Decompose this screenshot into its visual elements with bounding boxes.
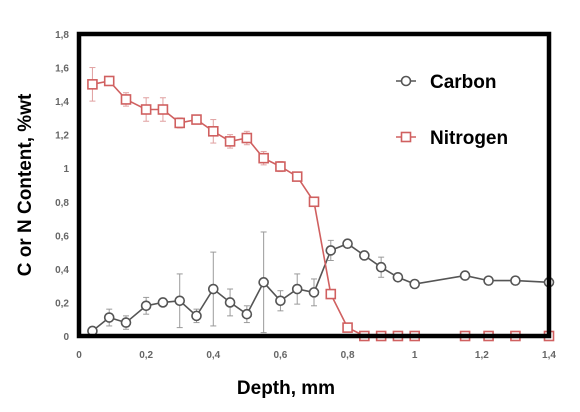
data-point-carbon — [510, 275, 521, 286]
data-point-carbon — [392, 271, 404, 283]
series-nitrogen — [87, 67, 555, 342]
data-point-carbon — [103, 312, 115, 323]
y-tick-label: 0,8 — [55, 198, 69, 209]
data-point-nitrogen — [207, 126, 219, 137]
data-point-carbon — [308, 287, 320, 298]
y-tick-label: 0,4 — [55, 265, 69, 276]
data-point-nitrogen — [103, 75, 115, 87]
y-tick-label: 0,2 — [55, 298, 69, 309]
data-point-nitrogen — [275, 161, 286, 172]
y-tick-label: 1,8 — [55, 30, 69, 41]
data-point-carbon — [207, 283, 219, 295]
y-tick-labels: 0 0,2 0,4 0,6 0,8 1 1,2 1,4 1,6 1,8 — [55, 30, 69, 343]
data-point-nitrogen — [342, 322, 353, 333]
data-point-carbon — [157, 297, 169, 308]
data-point-nitrogen — [157, 104, 169, 115]
series-line-carbon — [91, 242, 550, 332]
data-point-carbon — [120, 317, 132, 328]
x-axis-title: Depth, mm — [237, 378, 335, 399]
x-tick-label: 0,8 — [341, 350, 355, 361]
data-point-carbon — [191, 310, 202, 322]
data-point-carbon — [359, 250, 370, 261]
x-tick-label: 1,2 — [475, 350, 489, 361]
data-point-nitrogen — [87, 79, 98, 90]
data-point-nitrogen — [291, 171, 303, 182]
data-point-nitrogen — [174, 117, 186, 129]
data-point-carbon — [140, 300, 152, 312]
data-point-nitrogen — [140, 104, 152, 115]
data-point-carbon — [375, 261, 387, 273]
y-tick-label: 1,6 — [55, 64, 69, 75]
data-point-carbon — [174, 295, 186, 307]
data-point-carbon — [224, 297, 236, 308]
legend-carbon-marker — [400, 75, 412, 87]
data-point-nitrogen — [308, 196, 320, 208]
data-point-carbon — [459, 270, 471, 281]
data-point-nitrogen — [241, 132, 253, 144]
legend-nitrogen-marker — [400, 131, 412, 143]
x-tick-label: 0 — [76, 350, 82, 361]
y-tick-label: 1,2 — [55, 131, 69, 142]
x-tick-label: 0,4 — [206, 350, 220, 361]
data-point-carbon — [325, 245, 337, 256]
y-axis-title: C or N Content, %wt — [15, 93, 36, 276]
x-tick-label: 0,2 — [139, 350, 153, 361]
data-point-carbon — [241, 308, 253, 320]
legend-item-nitrogen: Nitrogen — [396, 128, 508, 149]
data-point-carbon — [409, 278, 421, 290]
x-tick-labels: 0 0,2 0,4 0,6 0,8 1 1,2 1,4 — [76, 350, 556, 361]
data-point-carbon — [291, 283, 303, 295]
legend-carbon-label: Carbon — [430, 72, 497, 93]
data-point-nitrogen — [120, 94, 132, 105]
data-point-nitrogen — [258, 152, 269, 164]
y-tick-label: 0,6 — [55, 231, 69, 242]
series-carbon — [87, 231, 555, 337]
data-point-nitrogen — [325, 288, 337, 300]
x-tick-label: 1,4 — [542, 350, 556, 361]
data-point-carbon — [342, 238, 353, 250]
legend-nitrogen-label: Nitrogen — [430, 128, 508, 149]
x-tick-label: 0,6 — [273, 350, 287, 361]
data-point-carbon — [483, 275, 494, 286]
data-point-carbon — [275, 295, 286, 307]
x-tick-label: 1 — [412, 350, 418, 361]
y-tick-label: 1 — [63, 164, 69, 175]
legend-item-carbon: Carbon — [396, 72, 497, 93]
legend: Carbon Nitrogen — [396, 72, 508, 149]
data-point-carbon — [258, 277, 269, 288]
data-point-nitrogen — [191, 114, 202, 125]
data-point-nitrogen — [224, 136, 236, 147]
y-tick-label: 1,4 — [55, 97, 69, 108]
series-layer — [87, 67, 555, 342]
y-tick-label: 0 — [63, 332, 69, 343]
plot-frame — [76, 31, 552, 339]
